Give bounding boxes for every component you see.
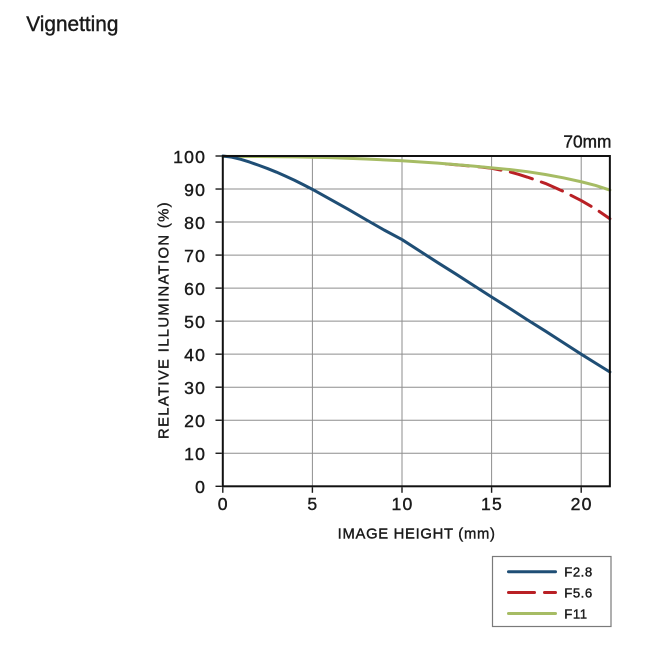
svg-text:F5.6: F5.6 [564, 585, 592, 600]
svg-text:90: 90 [184, 180, 206, 200]
svg-text:15: 15 [481, 494, 503, 514]
svg-text:40: 40 [184, 345, 206, 365]
svg-text:RELATIVE ILLUMINATION (%): RELATIVE ILLUMINATION (%) [157, 201, 173, 439]
svg-text:0: 0 [218, 494, 229, 514]
svg-text:0: 0 [195, 477, 206, 497]
svg-text:50: 50 [184, 312, 206, 332]
svg-text:Vignetting: Vignetting [26, 13, 118, 36]
svg-text:F11: F11 [564, 606, 587, 621]
svg-text:5: 5 [307, 494, 318, 514]
svg-text:10: 10 [391, 494, 413, 514]
svg-text:10: 10 [184, 444, 206, 464]
svg-text:70: 70 [184, 246, 206, 266]
svg-text:F2.8: F2.8 [564, 565, 592, 580]
svg-text:20: 20 [571, 494, 593, 514]
svg-text:100: 100 [173, 147, 206, 167]
svg-text:80: 80 [184, 213, 206, 233]
svg-text:70mm: 70mm [563, 131, 611, 151]
svg-text:60: 60 [184, 279, 206, 299]
svg-text:IMAGE HEIGHT (mm): IMAGE HEIGHT (mm) [338, 527, 496, 543]
svg-text:20: 20 [184, 411, 206, 431]
svg-text:30: 30 [184, 378, 206, 398]
